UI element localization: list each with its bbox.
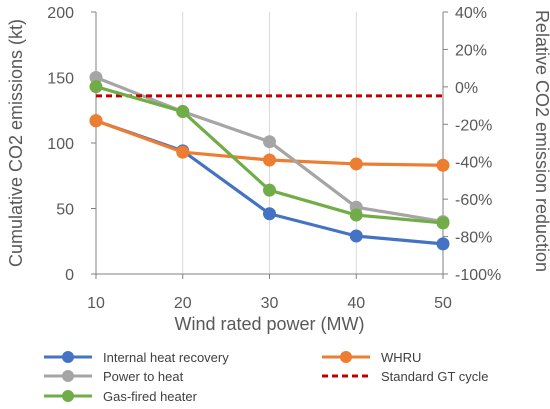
y2-tick-label: -80% <box>455 230 492 247</box>
x-axis-title: Wind rated power (MW) <box>174 314 364 334</box>
data-point-internal-heat-recovery <box>436 237 450 251</box>
data-point-whru <box>176 145 190 159</box>
data-point-power-to-heat <box>263 135 276 149</box>
legend-marker-gas-fired-heater <box>62 390 74 402</box>
y-tick-label: 50 <box>56 202 74 219</box>
data-point-whru <box>89 114 103 128</box>
data-point-gas-fired-heater <box>89 80 103 94</box>
x-tick-label: 20 <box>174 295 192 312</box>
y-tick-label: 100 <box>47 136 74 153</box>
data-point-gas-fired-heater <box>263 183 276 197</box>
y-axis-title: Cumulative CO2 emissions (kt) <box>6 19 26 267</box>
legend-marker-internal-heat-recovery <box>62 351 74 363</box>
legend-label-gas-fired-heater: Gas-fired heater <box>103 389 198 404</box>
y2-tick-label: -20% <box>455 117 492 134</box>
data-point-whru <box>436 158 450 172</box>
data-point-gas-fired-heater <box>436 216 450 230</box>
data-point-gas-fired-heater <box>176 105 190 119</box>
y2-tick-label: 0% <box>455 80 478 97</box>
data-point-whru <box>263 153 276 167</box>
data-point-internal-heat-recovery <box>263 207 276 221</box>
data-point-whru <box>349 157 363 171</box>
y2-tick-label: -60% <box>455 192 492 209</box>
y-tick-label: 200 <box>47 5 74 22</box>
legend-marker-power-to-heat <box>62 370 74 382</box>
x-tick-label: 30 <box>261 295 279 312</box>
y2-tick-label: 20% <box>455 42 487 59</box>
y2-axis-title: Relative CO2 emission reduction <box>532 10 550 272</box>
y-tick-label: 150 <box>47 71 74 88</box>
y-tick-label: 0 <box>65 267 74 284</box>
x-tick-label: 50 <box>434 295 452 312</box>
legend-label-whru: WHRU <box>381 350 421 365</box>
x-tick-label: 10 <box>87 295 105 312</box>
legend-label-standard-gt-cycle: Standard GT cycle <box>381 369 488 384</box>
data-point-internal-heat-recovery <box>349 229 363 243</box>
y2-tick-label: 40% <box>455 5 487 22</box>
y2-tick-label: -100% <box>455 267 501 284</box>
data-point-gas-fired-heater <box>349 208 363 222</box>
legend-label-internal-heat-recovery: Internal heat recovery <box>103 350 229 365</box>
legend-marker-whru <box>340 351 352 363</box>
x-tick-label: 40 <box>347 295 365 312</box>
y2-tick-label: -40% <box>455 155 492 172</box>
legend-label-power-to-heat: Power to heat <box>103 369 184 384</box>
